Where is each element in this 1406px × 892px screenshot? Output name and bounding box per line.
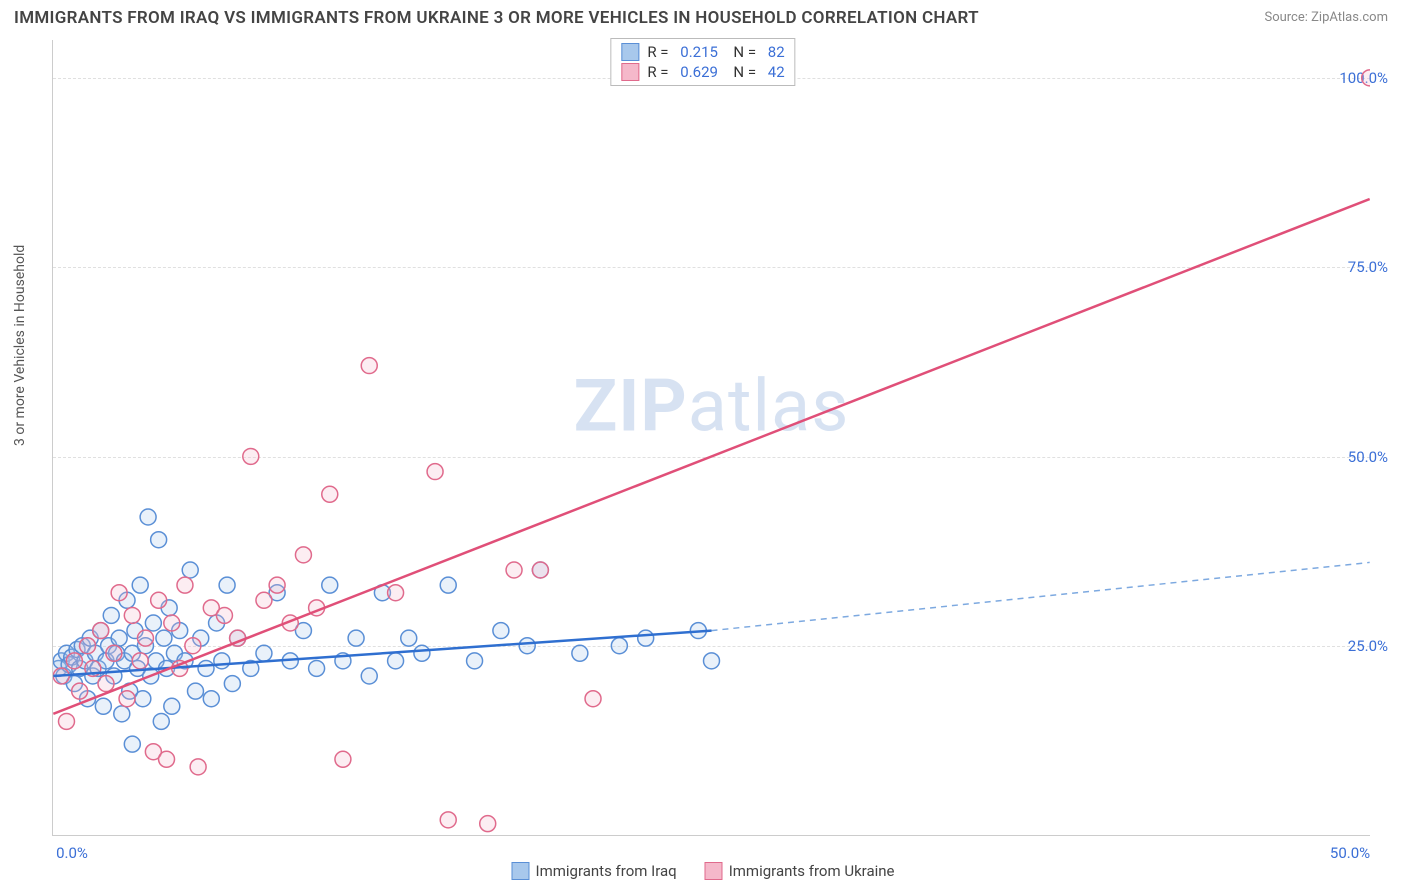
point-iraq [348,630,364,646]
legend-row-ukraine: R = 0.629 N = 42 [621,63,784,81]
point-ukraine [98,676,114,692]
point-iraq [132,577,148,593]
point-ukraine [132,653,148,669]
point-ukraine [106,645,122,661]
point-iraq [95,698,111,714]
point-iraq [572,645,588,661]
point-iraq [135,691,151,707]
plot-area: ZIPatlas [52,40,1370,836]
point-iraq [322,577,338,593]
point-ukraine [506,562,522,578]
point-iraq [401,630,417,646]
point-iraq [156,630,172,646]
point-ukraine [177,577,193,593]
swatch-iraq-b [511,862,529,880]
point-ukraine [190,759,206,775]
point-iraq [704,653,720,669]
point-iraq [440,577,456,593]
legend-series: Immigrants from Iraq Immigrants from Ukr… [511,862,894,880]
point-iraq [519,638,535,654]
point-ukraine [80,638,96,654]
swatch-ukraine-b [705,862,723,880]
point-iraq [111,630,127,646]
point-iraq [164,698,180,714]
point-ukraine [159,751,175,767]
source-label: Source: ZipAtlas.com [1264,10,1388,25]
point-iraq [124,736,140,752]
point-iraq [361,668,377,684]
legend-row-iraq: R = 0.215 N = 82 [621,43,784,61]
point-ukraine [124,607,140,623]
point-iraq [153,713,169,729]
point-iraq [388,653,404,669]
point-ukraine [93,623,109,639]
point-iraq [214,653,230,669]
point-iraq [188,683,204,699]
point-iraq [145,615,161,631]
point-ukraine [1362,70,1370,86]
x-tick-label: 50.0% [1330,844,1370,862]
point-ukraine [164,615,180,631]
point-iraq [151,532,167,548]
point-ukraine [59,713,75,729]
point-ukraine [532,562,548,578]
point-iraq [203,691,219,707]
point-iraq [198,660,214,676]
point-iraq [638,630,654,646]
point-ukraine [427,464,443,480]
point-ukraine [111,585,127,601]
point-iraq [103,607,119,623]
point-ukraine [388,585,404,601]
y-axis-label: 3 or more Vehicles in Household [12,245,28,446]
point-iraq [493,623,509,639]
swatch-iraq [621,43,639,61]
legend-item-iraq: Immigrants from Iraq [511,862,676,880]
legend-item-ukraine: Immigrants from Ukraine [705,862,895,880]
point-iraq [224,676,240,692]
point-iraq [140,509,156,525]
legend-correlation: R = 0.215 N = 82 R = 0.629 N = 42 [610,38,795,86]
point-ukraine [322,486,338,502]
swatch-ukraine [621,63,639,81]
point-ukraine [243,448,259,464]
point-ukraine [585,691,601,707]
point-iraq [219,577,235,593]
trend-iraq-dash [712,562,1370,630]
point-iraq [182,562,198,578]
point-iraq [414,645,430,661]
point-ukraine [480,816,496,832]
point-ukraine [440,812,456,828]
point-ukraine [361,358,377,374]
x-tick-label: 0.0% [56,844,88,862]
point-ukraine [295,547,311,563]
point-ukraine [72,683,88,699]
point-ukraine [185,638,201,654]
point-ukraine [119,691,135,707]
chart-svg [53,40,1370,835]
point-ukraine [216,607,232,623]
point-ukraine [137,630,153,646]
point-iraq [611,638,627,654]
point-ukraine [256,592,272,608]
point-iraq [467,653,483,669]
point-iraq [256,645,272,661]
point-ukraine [269,577,285,593]
point-ukraine [151,592,167,608]
point-iraq [309,660,325,676]
point-ukraine [335,751,351,767]
chart-title: IMMIGRANTS FROM IRAQ VS IMMIGRANTS FROM … [14,8,979,28]
point-ukraine [66,653,82,669]
point-iraq [114,706,130,722]
